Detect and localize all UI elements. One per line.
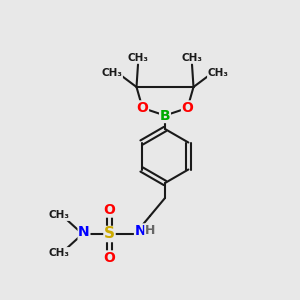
Text: CH₃: CH₃ [101,68,122,79]
Text: N: N [78,226,90,239]
Text: S: S [104,226,115,242]
Text: CH₃: CH₃ [49,248,70,258]
Text: CH₃: CH₃ [128,53,148,63]
Text: B: B [160,109,170,122]
Text: N: N [135,224,146,238]
Text: CH₃: CH₃ [49,210,70,220]
Text: CH₃: CH₃ [208,68,229,79]
Text: CH₃: CH₃ [182,53,203,63]
Text: O: O [103,251,116,265]
Text: O: O [136,101,148,115]
Text: H: H [145,224,155,238]
Text: O: O [182,101,194,115]
Text: O: O [103,203,116,217]
